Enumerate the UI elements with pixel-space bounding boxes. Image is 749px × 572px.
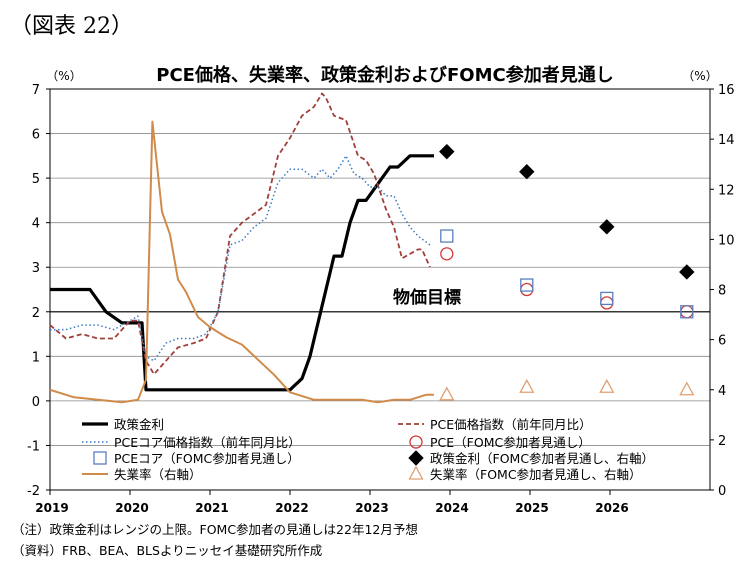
series-line — [50, 155, 431, 362]
left-tick-label: 3 — [32, 261, 40, 276]
projection-point — [520, 278, 534, 292]
chart-title: PCE価格、失業率、政策金利およびFOMC参加者見通し — [156, 64, 613, 86]
projection-point — [599, 219, 615, 235]
left-tick-label: 4 — [32, 217, 40, 232]
legend-label: 失業率（FOMC参加者見通し、右軸） — [430, 467, 642, 482]
series-line — [49, 120, 434, 404]
x-tick-label: 2023 — [355, 501, 388, 515]
legend-label: PCE価格指数（前年同月比） — [430, 417, 592, 432]
right-tick-label: 0 — [718, 484, 726, 499]
gridlines — [50, 133, 710, 446]
right-tick-label: 16 — [718, 83, 735, 98]
projection-point — [439, 386, 455, 401]
x-tick-label: 2020 — [115, 501, 148, 515]
left-tick-label: 0 — [32, 395, 40, 410]
right-tick-label: 6 — [718, 334, 726, 349]
chart-note: （注）政策金利はレンジの上限。FOMC参加者の見通しは22年12月予想 — [12, 522, 418, 537]
right-tick-label: 4 — [718, 384, 726, 399]
projection-point — [440, 247, 454, 261]
right-tick-label: 2 — [718, 434, 726, 449]
x-tick-label: 2019 — [35, 501, 68, 515]
legend-label: PCE（FOMC参加者見通し） — [430, 435, 591, 450]
x-tick-label: 2026 — [595, 501, 628, 515]
series-line — [49, 92, 431, 376]
projection-point — [679, 264, 695, 280]
projection-markers — [439, 143, 695, 401]
series-layer — [49, 92, 434, 404]
target-line-label: 物価目標 — [393, 287, 461, 308]
left-tick-label: 6 — [32, 128, 40, 143]
legend-label: 政策金利（FOMC参加者見通し、右軸） — [430, 451, 654, 466]
x-tick-label: 2025 — [515, 501, 548, 515]
legend-swatch — [93, 451, 107, 465]
legend-label: 失業率（右軸） — [114, 467, 202, 482]
figure-label: （図表 22） — [10, 14, 133, 39]
x-tick-label: 2021 — [195, 501, 228, 515]
projection-point — [440, 229, 454, 243]
legend-swatch — [409, 435, 423, 449]
left-tick-label: 5 — [32, 172, 40, 187]
x-tick-label: 2022 — [275, 501, 308, 515]
right-tick-label: 10 — [718, 233, 735, 248]
legend-swatch — [408, 465, 424, 480]
projection-point — [519, 378, 535, 393]
left-tick-label: 1 — [32, 350, 40, 365]
left-tick-label: 2 — [32, 306, 40, 321]
projection-point — [600, 291, 614, 306]
series-line — [50, 154, 434, 392]
projection-point — [599, 378, 615, 393]
left-tick-label: 7 — [32, 83, 40, 98]
left-tick-label: -1 — [27, 439, 40, 454]
projection-point — [679, 381, 695, 396]
left-tick-label: -2 — [27, 484, 40, 499]
legend-label: PCEコア（FOMC参加者見通し） — [114, 451, 300, 466]
projection-point — [680, 305, 694, 319]
right-axis-unit: （%） — [682, 69, 717, 83]
legend-label: PCEコア価格指数（前年同月比） — [114, 435, 301, 450]
legend-label: 政策金利 — [114, 417, 164, 432]
right-tick-label: 14 — [718, 133, 735, 148]
left-axis-unit: （%） — [46, 69, 81, 83]
legend-swatch — [408, 450, 424, 466]
projection-point — [600, 296, 614, 310]
projection-point — [519, 163, 535, 180]
legend: 政策金利 PCE価格指数（前年同月比） PCEコア価格指数（前年同月比） PCE（FO… — [82, 417, 654, 482]
chart-source: （資料）FRB、BEA、BLSよりニッセイ基礎研究所作成 — [12, 543, 323, 558]
x-tick-label: 2024 — [435, 501, 468, 515]
right-tick-label: 12 — [718, 183, 735, 198]
projection-point — [439, 143, 455, 160]
projection-point — [520, 282, 534, 297]
right-tick-label: 8 — [718, 284, 726, 299]
